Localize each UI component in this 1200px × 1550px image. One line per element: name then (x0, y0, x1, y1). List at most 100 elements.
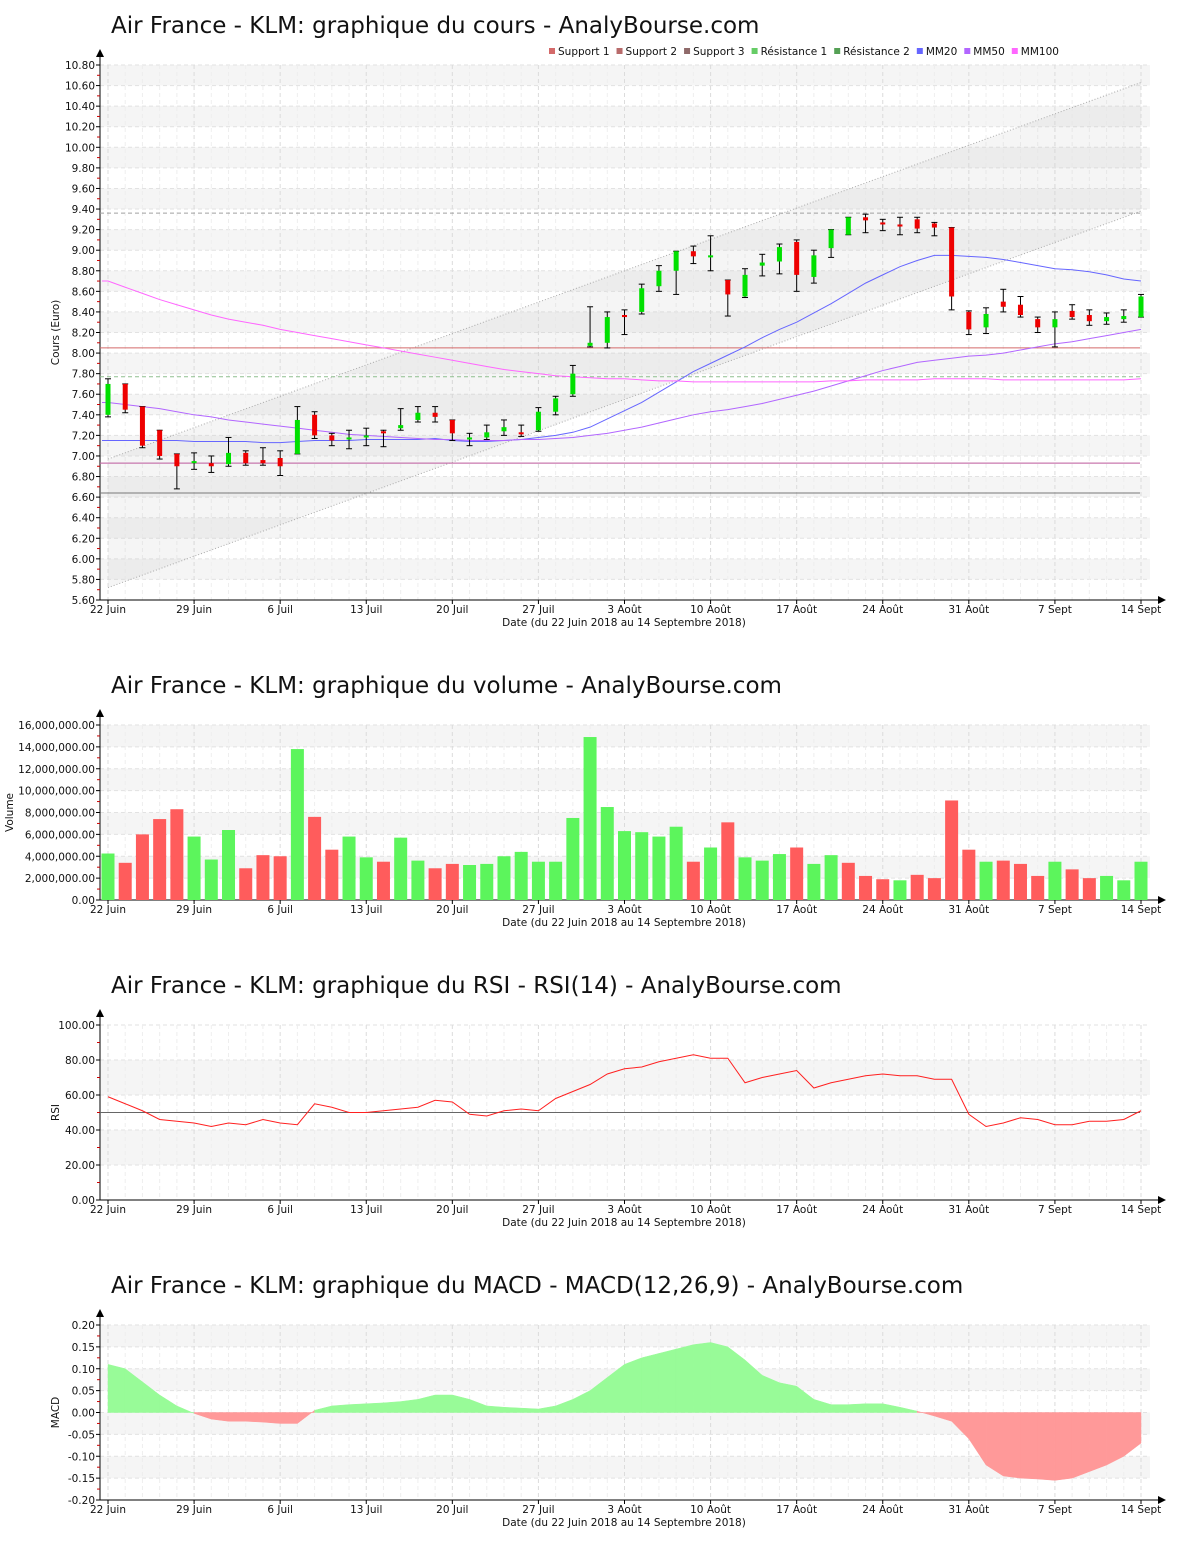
candlestick (311, 411, 318, 439)
background-band (101, 558, 1150, 580)
candle-body (553, 398, 559, 412)
x-axis-arrow-icon (1158, 1196, 1166, 1204)
y-tick-label: 40.00 (65, 1125, 95, 1137)
background-band (101, 1060, 1150, 1095)
macd-area-segment (1089, 1412, 1107, 1472)
macd-area-segment (555, 1399, 574, 1413)
channel-lower-line (107, 210, 1142, 589)
candle-body (725, 280, 731, 295)
x-tick-label: 29 Juin (176, 1504, 212, 1516)
y-tick-label: 6.00 (72, 554, 95, 566)
x-tick-label: 3 Août (607, 1504, 641, 1516)
volume-bar (101, 853, 115, 900)
macd-area-segment (865, 1403, 883, 1413)
x-tick-label: 24 Août (862, 604, 903, 616)
volume-bar (1065, 869, 1079, 900)
background-band (101, 1130, 1150, 1165)
candle-body (622, 315, 627, 318)
candlestick (397, 408, 404, 431)
background-band (101, 1325, 1150, 1347)
macd-area-segment (1020, 1412, 1038, 1480)
legend-item: Support 2 (626, 46, 678, 58)
x-tick-label: 14 Sept (1121, 1204, 1162, 1216)
x-tick-label: 20 Juil (436, 1204, 468, 1216)
background-band (101, 229, 1150, 251)
macd-area-segment (520, 1407, 539, 1413)
volume-bar (704, 847, 718, 900)
background-band (101, 311, 1150, 333)
y-tick-label: 0.05 (72, 1386, 95, 1398)
candlestick (673, 250, 680, 295)
candle-body (794, 241, 800, 275)
y-tick-label: 100.00 (58, 1020, 95, 1032)
x-axis-arrow-icon (1158, 596, 1166, 604)
x-tick-label: 6 Juil (267, 1504, 293, 1516)
channel-upper-line (107, 82, 1142, 460)
candlestick (724, 279, 731, 317)
macd-area-segment (1071, 1412, 1090, 1479)
candle-body (708, 255, 714, 258)
y-tick-label: 8,000,000.00 (25, 808, 95, 820)
x-tick-label: 24 Août (862, 1504, 903, 1516)
y-tick-label: 7.20 (72, 430, 95, 442)
candle-body (690, 251, 696, 257)
candlestick (535, 407, 542, 432)
candle-body (656, 270, 662, 287)
x-tick-label: 10 Août (690, 1204, 731, 1216)
candlestick (500, 419, 507, 436)
volume-bar (170, 809, 184, 900)
volume-bar (480, 863, 494, 900)
candle-body (346, 437, 352, 440)
y-tick-label: 9.00 (72, 245, 95, 257)
macd-area-segment (675, 1344, 694, 1413)
candlestick (569, 364, 576, 397)
candlestick (638, 283, 645, 315)
x-tick-label: 17 Août (776, 1504, 817, 1516)
x-tick-label: 31 Août (948, 1204, 989, 1216)
volume-bar (669, 826, 683, 900)
candlestick (896, 216, 903, 236)
volume-bar (531, 861, 545, 900)
background-band (101, 768, 1150, 791)
background-band (101, 188, 1150, 210)
candlestick (173, 453, 180, 490)
y-tick-label: 10.00 (65, 142, 95, 154)
candlestick (122, 383, 129, 414)
x-tick-label: 7 Sept (1038, 604, 1072, 616)
candlestick (1086, 309, 1093, 326)
y-tick-label: 7.60 (72, 389, 95, 401)
macd-area-segment (486, 1405, 505, 1413)
candlestick (1017, 295, 1024, 318)
y-tick-label: 6.40 (72, 513, 95, 525)
y-tick-label: 5.60 (72, 595, 95, 607)
volume-bar (772, 854, 786, 900)
background-band (101, 476, 1150, 498)
candle-body (1138, 296, 1144, 318)
volume-bar (549, 861, 563, 900)
volume-bar (910, 874, 924, 900)
candlestick (328, 432, 335, 447)
macd-area-segment (159, 1394, 178, 1413)
macd-area-segment (245, 1412, 264, 1423)
background-band (101, 1456, 1150, 1479)
candlestick (191, 452, 198, 470)
macd-area-segment (693, 1342, 711, 1413)
candle-body (122, 383, 128, 410)
macd-area-segment (107, 1364, 126, 1413)
candlestick (414, 406, 421, 423)
volume-bar (514, 851, 528, 900)
y-tick-label: 6.80 (72, 472, 95, 484)
candlestick (208, 455, 215, 473)
candlestick (1000, 288, 1007, 313)
y-tick-label: 7.80 (72, 369, 95, 381)
x-tick-label: 10 Août (690, 904, 731, 916)
macd-area-segment (228, 1412, 246, 1422)
x-tick-label: 17 Août (776, 604, 817, 616)
mm100-line (102, 280, 1142, 383)
macd-area-segment (331, 1404, 350, 1413)
candle-body (243, 452, 249, 464)
candlestick (483, 424, 490, 440)
x-tick-label: 6 Juil (267, 604, 293, 616)
candle-body (208, 463, 214, 467)
candlestick (983, 307, 990, 335)
